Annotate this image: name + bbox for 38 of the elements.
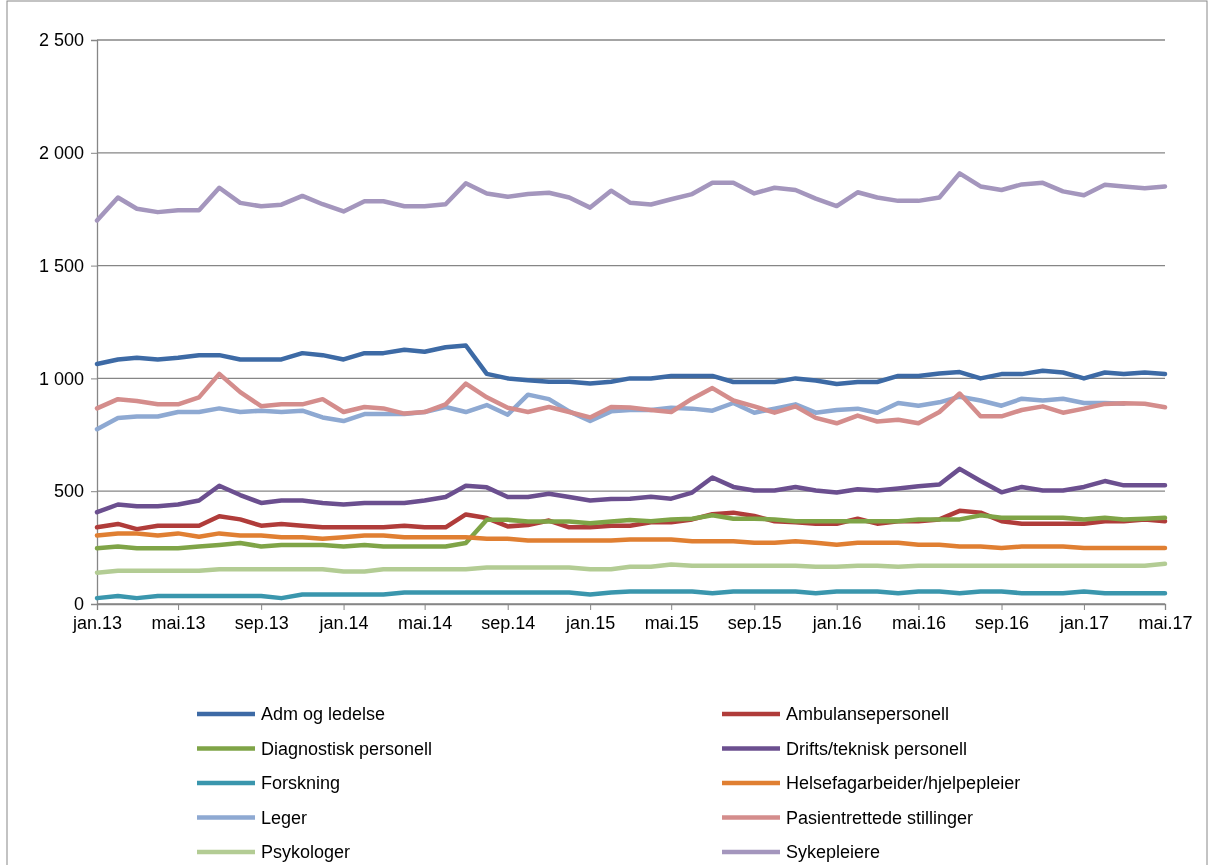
- x-tick-label: mai.17: [1138, 613, 1193, 634]
- line-series: [94, 171, 1168, 223]
- y-tick-label: 0: [73, 594, 84, 615]
- legend-label: Helsefagarbeider/hjelpepleier: [786, 773, 1021, 794]
- legend-label: Ambulansepersonell: [786, 704, 950, 725]
- legend-label: Diagnostisk personell: [261, 738, 433, 759]
- legend-label: Drifts/teknisk personell: [786, 738, 968, 759]
- x-tick-label: mai.13: [151, 613, 206, 634]
- legend-label: Leger: [261, 807, 308, 828]
- legend-label: Sykepleiere: [786, 842, 881, 863]
- line-series: [94, 343, 1168, 387]
- x-tick-label: jan.15: [565, 613, 616, 634]
- y-tick-label: 1 500: [38, 255, 84, 276]
- x-tick-label: sep.13: [234, 613, 289, 634]
- x-tick-label: jan.17: [1058, 613, 1109, 634]
- line-series: [94, 589, 1168, 601]
- line-series: [94, 466, 1168, 515]
- x-tick-label: sep.14: [481, 613, 536, 634]
- x-tick-label: jan.13: [71, 613, 123, 634]
- x-tick-label: mai.14: [398, 613, 453, 634]
- x-tick-label: mai.15: [644, 613, 699, 634]
- x-tick-label: mai.16: [891, 613, 946, 634]
- legend-label: Forskning: [261, 773, 341, 794]
- legend-label: Psykologer: [261, 842, 351, 863]
- line-series: [94, 371, 1168, 426]
- line-series: [94, 561, 1168, 575]
- x-tick-label: sep.15: [727, 613, 782, 634]
- x-tick-label: jan.14: [318, 613, 369, 634]
- line-series: [94, 531, 1168, 551]
- x-tick-label: jan.16: [811, 613, 862, 634]
- y-tick-label: 2 000: [38, 143, 84, 164]
- x-tick-label: sep.16: [975, 613, 1030, 634]
- y-tick-label: 2 500: [38, 30, 84, 51]
- legend-label: Pasientrettede stillinger: [786, 807, 974, 828]
- y-tick-label: 1 000: [38, 368, 84, 389]
- y-tick-label: 500: [53, 481, 84, 502]
- legend-label: Adm og ledelse: [261, 704, 386, 725]
- line-series: [94, 513, 1168, 551]
